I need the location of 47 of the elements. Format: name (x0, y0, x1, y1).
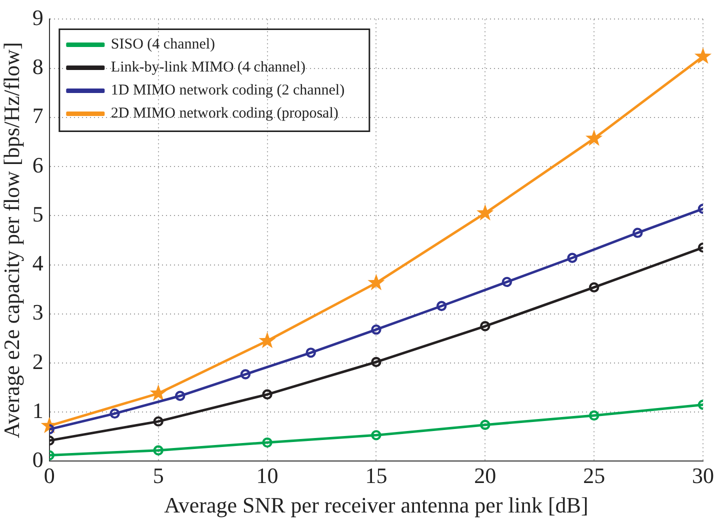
point (175, 390, 186, 401)
x-tick-label: 25 (583, 463, 606, 488)
point (258, 332, 276, 348)
point (306, 348, 316, 358)
point (153, 445, 164, 456)
point (586, 130, 603, 146)
y-tick-label: 4 (32, 250, 44, 276)
y-tick-label: 5 (32, 201, 44, 226)
point (262, 389, 272, 400)
point (588, 410, 600, 421)
x-tick-label: 30 (692, 463, 714, 488)
point (480, 321, 490, 332)
x-axis-title: Average SNR per receiver antenna per link [dB] (164, 492, 588, 518)
point (632, 228, 643, 238)
y-axis-title: Average e2e capacity per flow [bps/Hz/flow] (0, 42, 24, 438)
point (150, 384, 167, 401)
point (480, 420, 490, 430)
y-tick-label: 8 (32, 54, 44, 80)
point (240, 369, 251, 380)
point (371, 356, 382, 368)
point (110, 408, 120, 419)
point (502, 276, 512, 288)
x-tick-label: 5 (152, 463, 164, 488)
x-tick-label: 15 (365, 463, 388, 488)
point (436, 300, 447, 312)
point (371, 430, 382, 440)
y-tick-label: 1 (32, 398, 44, 423)
legend-label: 2D MIMO network coding (proposal) (110, 106, 338, 122)
y-tick-label: 7 (32, 103, 44, 128)
y-tick-label: 0 (32, 446, 44, 472)
x-tick-label: 10 (256, 463, 278, 488)
point (567, 252, 578, 263)
point (368, 274, 385, 290)
y-tick-label: 6 (32, 152, 44, 178)
point (588, 282, 600, 292)
y-tick-label: 9 (32, 4, 44, 30)
point (371, 324, 382, 335)
point (476, 204, 494, 220)
point (694, 48, 712, 64)
legend-label: 1D MIMO network coding (2 channel) (110, 82, 345, 99)
x-tick-label: 20 (474, 463, 496, 488)
point (153, 416, 164, 427)
legend-label: Link-by-link MIMO (4 channel) (110, 60, 306, 76)
legend-label: SISO (4 channel) (110, 36, 216, 53)
y-tick-label: 2 (32, 348, 44, 374)
point (262, 437, 272, 448)
y-tick-label: 3 (32, 300, 44, 325)
